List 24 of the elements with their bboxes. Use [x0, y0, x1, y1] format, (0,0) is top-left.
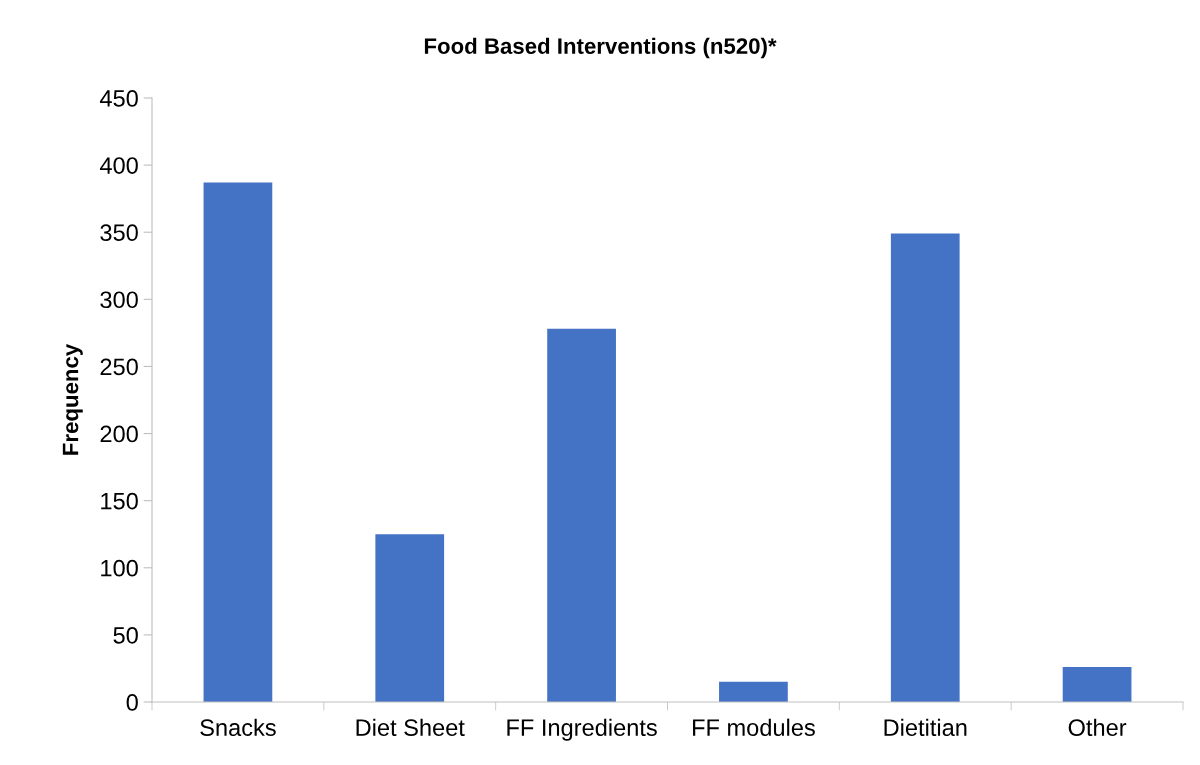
x-tick-label: Other [1068, 718, 1127, 737]
chart-title: Food Based Interventions (n520)* [424, 37, 777, 59]
y-axis-title: Frequency [62, 343, 83, 455]
y-tick-label: 350 [100, 224, 138, 242]
y-tick-label: 0 [126, 694, 138, 711]
y-tick-label: 450 [99, 90, 138, 107]
bar [719, 681, 788, 702]
y-tick-label: 100 [101, 559, 138, 577]
bar [375, 534, 445, 702]
bar [203, 182, 273, 702]
y-tick-label: 50 [113, 626, 138, 644]
x-tick-label: Diet Sheet [356, 718, 465, 737]
y-tick-label: 400 [99, 157, 138, 174]
x-tick-label: Snacks [200, 718, 276, 737]
x-tick-label: FF Ingredients [507, 718, 657, 741]
bar [547, 328, 616, 702]
y-tick-label: 300 [100, 291, 138, 309]
y-tick-label: 250 [100, 358, 138, 376]
bar [1062, 667, 1132, 702]
y-tick-label: 200 [100, 425, 138, 443]
bar [890, 233, 960, 702]
x-tick-label: Dietitian [884, 718, 967, 737]
y-tick-label: 150 [101, 492, 138, 510]
x-tick-label: FF modules [693, 718, 815, 737]
